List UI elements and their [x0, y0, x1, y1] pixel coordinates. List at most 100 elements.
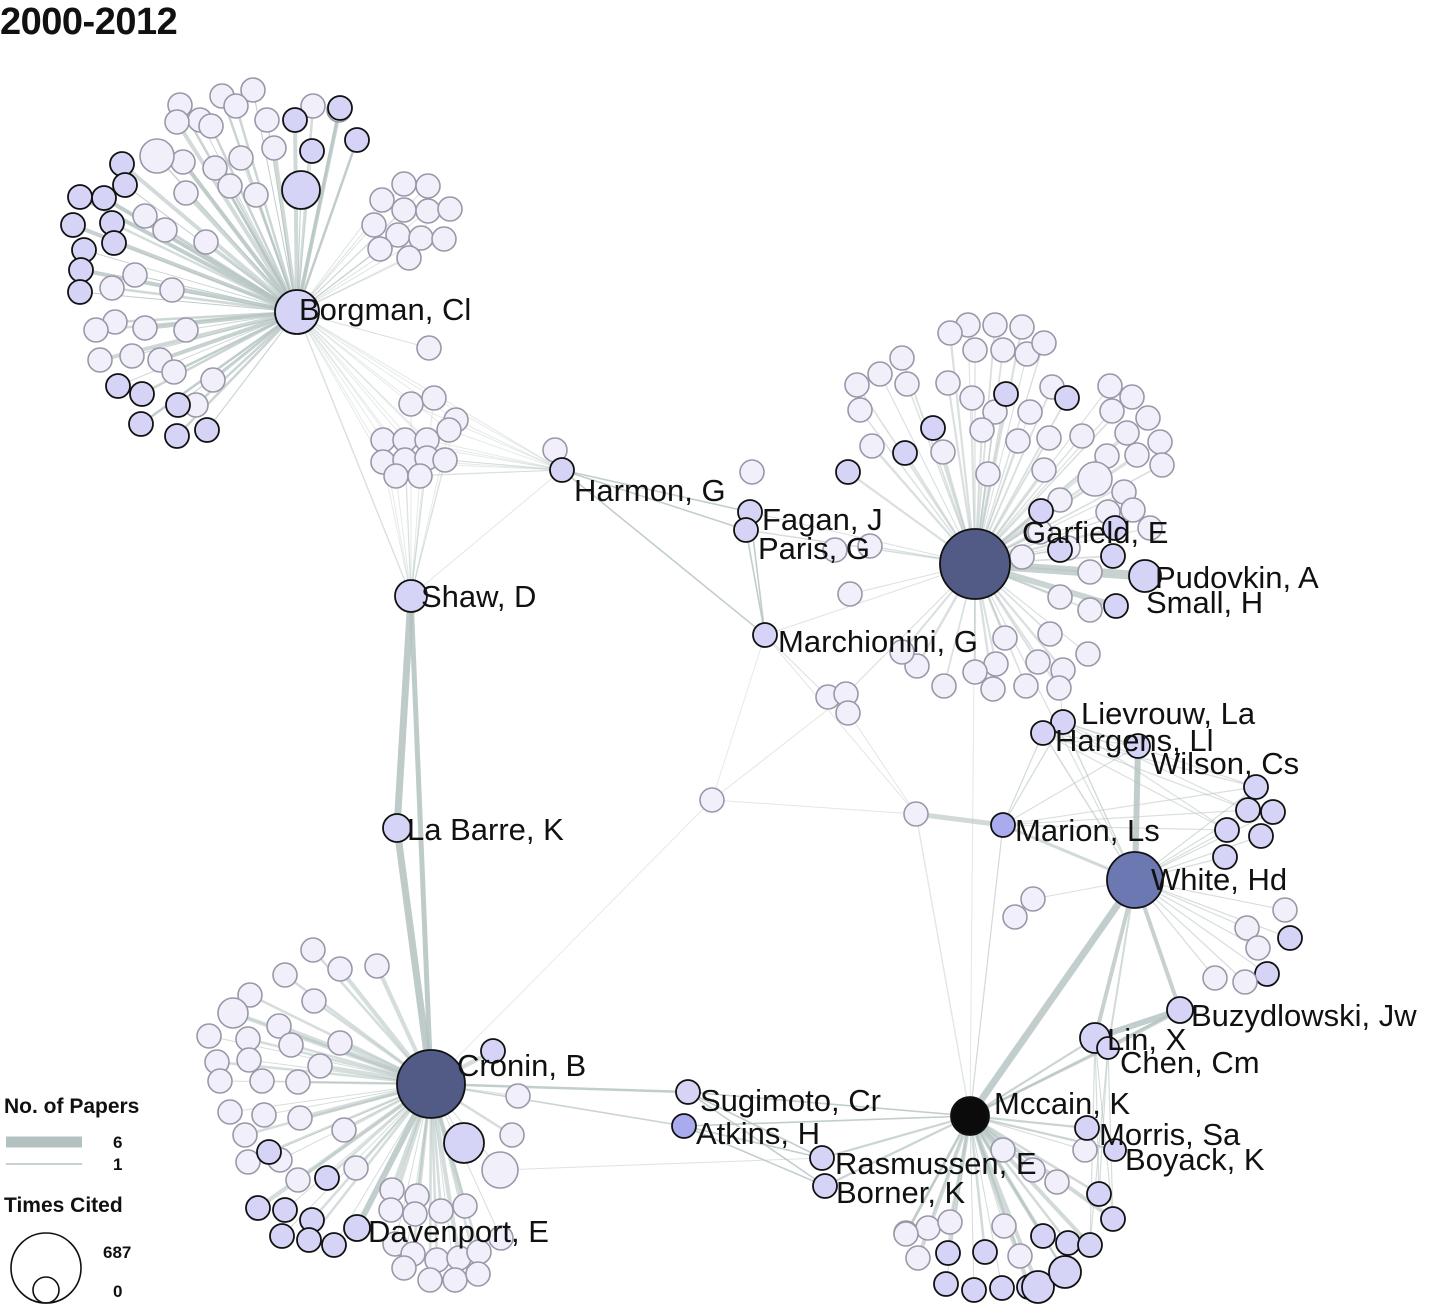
coauthor-node[interactable]	[87, 347, 113, 373]
coauthor-node[interactable]	[232, 1122, 258, 1148]
coauthor-node[interactable]	[905, 1245, 931, 1271]
coauthor-node[interactable]	[105, 373, 131, 399]
coauthor-node[interactable]	[139, 138, 175, 174]
coauthor-node[interactable]	[173, 317, 199, 343]
coauthor-node[interactable]	[321, 1232, 347, 1258]
coauthor-node[interactable]	[193, 229, 219, 255]
coauthor-node[interactable]	[989, 1275, 1015, 1301]
coauthor-node[interactable]	[383, 463, 409, 489]
coauthor-node[interactable]	[889, 639, 915, 665]
coauthor-node[interactable]	[416, 335, 442, 361]
coauthor-node[interactable]	[282, 107, 308, 133]
coauthor-node[interactable]	[1149, 452, 1175, 478]
coauthor-node[interactable]	[889, 345, 915, 371]
coauthor-node[interactable]	[327, 95, 353, 121]
coauthor-node[interactable]	[959, 385, 985, 411]
morris-node[interactable]	[1074, 1115, 1100, 1141]
coauthor-node[interactable]	[164, 423, 190, 449]
coauthor-node[interactable]	[67, 279, 93, 305]
chen-node[interactable]	[1096, 1036, 1120, 1060]
coauthor-node[interactable]	[432, 447, 458, 473]
shaw-node[interactable]	[394, 579, 428, 613]
coauthor-node[interactable]	[859, 433, 885, 459]
coauthor-node[interactable]	[1100, 543, 1126, 569]
coauthor-node[interactable]	[1260, 799, 1286, 825]
coauthor-node[interactable]	[327, 956, 353, 982]
coauthor-node[interactable]	[299, 138, 325, 164]
coauthor-node[interactable]	[991, 1213, 1017, 1239]
coauthor-node[interactable]	[165, 392, 191, 418]
coauthor-node[interactable]	[173, 180, 199, 206]
coauthor-node[interactable]	[314, 1165, 340, 1191]
coauthor-node[interactable]	[1100, 1206, 1126, 1232]
coauthor-node[interactable]	[1047, 584, 1073, 610]
coauthor-node[interactable]	[1047, 537, 1073, 563]
coauthor-node[interactable]	[1031, 330, 1057, 356]
coauthor-node[interactable]	[935, 370, 961, 396]
coauthor-node[interactable]	[307, 1053, 333, 1079]
coauthor-node[interactable]	[254, 107, 280, 133]
coauthor-node[interactable]	[1232, 969, 1258, 995]
coauthor-node[interactable]	[1099, 398, 1125, 424]
hargens-node[interactable]	[1030, 720, 1056, 746]
coauthor-node[interactable]	[1036, 425, 1062, 451]
coauthor-node[interactable]	[1119, 384, 1145, 410]
coauthor-node[interactable]	[867, 361, 893, 387]
coauthor-node[interactable]	[488, 1225, 514, 1251]
coauthor-node[interactable]	[240, 77, 266, 103]
coauthor-node[interactable]	[132, 203, 158, 229]
coauthor-node[interactable]	[1021, 1270, 1055, 1304]
coauthor-node[interactable]	[159, 277, 185, 303]
coauthor-node[interactable]	[1007, 1243, 1033, 1269]
coauthor-node[interactable]	[1069, 423, 1095, 449]
boyack-node[interactable]	[1103, 1138, 1127, 1162]
pudovkin-node[interactable]	[1128, 559, 1162, 593]
sugimoto-node[interactable]	[675, 1079, 701, 1105]
coauthor-node[interactable]	[437, 196, 463, 222]
coauthor-node[interactable]	[331, 1117, 357, 1143]
coauthor-node[interactable]	[194, 417, 220, 443]
coauthor-node[interactable]	[933, 1271, 959, 1297]
coauthor-node[interactable]	[396, 245, 422, 271]
coauthor-node[interactable]	[1135, 405, 1161, 431]
coauthor-node[interactable]	[844, 372, 870, 398]
coauthor-node[interactable]	[937, 320, 963, 346]
coauthor-node[interactable]	[443, 1122, 485, 1164]
coauthor-node[interactable]	[287, 1105, 313, 1131]
coauthor-node[interactable]	[739, 459, 765, 485]
coauthor-node[interactable]	[1254, 961, 1280, 987]
coauthor-node[interactable]	[1028, 498, 1054, 524]
coauthor-node[interactable]	[465, 1261, 491, 1287]
coauthor-node[interactable]	[398, 391, 424, 417]
coauthor-node[interactable]	[1031, 457, 1057, 483]
coauthor-node[interactable]	[1114, 420, 1140, 446]
coauthor-node[interactable]	[101, 230, 127, 256]
coauthor-node[interactable]	[402, 1201, 428, 1227]
white-node[interactable]	[1106, 851, 1164, 909]
coauthor-node[interactable]	[1044, 1169, 1070, 1195]
coauthor-node[interactable]	[1075, 641, 1101, 667]
coauthor-node[interactable]	[937, 1209, 963, 1235]
borgman-node[interactable]	[274, 289, 320, 335]
coauthor-node[interactable]	[249, 1068, 275, 1094]
coauthor-node[interactable]	[822, 537, 848, 563]
coauthor-node[interactable]	[1086, 1181, 1112, 1207]
coauthor-node[interactable]	[1077, 461, 1113, 497]
coauthor-node[interactable]	[1077, 559, 1103, 585]
coauthor-node[interactable]	[161, 359, 187, 385]
coauthor-node[interactable]	[300, 93, 326, 119]
coauthor-node[interactable]	[1147, 429, 1173, 455]
coauthor-node[interactable]	[1047, 487, 1073, 513]
coauthor-node[interactable]	[164, 109, 190, 135]
mccain-node[interactable]	[950, 1096, 990, 1136]
coauthor-node[interactable]	[1020, 886, 1046, 912]
garfield-node[interactable]	[939, 528, 1011, 600]
coauthor-node[interactable]	[152, 217, 178, 243]
coauthor-node[interactable]	[1054, 385, 1080, 411]
coauthor-node[interactable]	[975, 461, 1001, 487]
coauthor-node[interactable]	[1245, 935, 1271, 961]
coauthor-node[interactable]	[132, 315, 158, 341]
coauthor-node[interactable]	[931, 673, 957, 699]
coauthor-node[interactable]	[1009, 314, 1035, 340]
coauthor-node[interactable]	[198, 113, 224, 139]
